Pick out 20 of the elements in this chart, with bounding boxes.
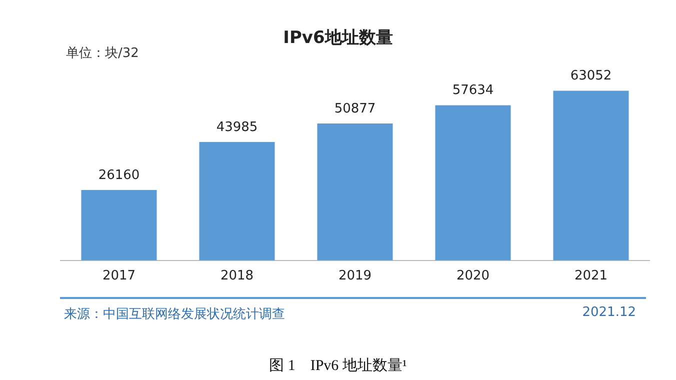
data-label: 57634 — [452, 83, 494, 98]
bar — [553, 90, 629, 260]
x-tick-label: 2020 — [456, 268, 490, 284]
data-label: 43985 — [216, 120, 258, 135]
chart-title: IPv6地址数量 — [283, 28, 393, 48]
bar — [199, 142, 275, 260]
data-label: 50877 — [334, 101, 376, 116]
source-note: 来源：中国互联网络发展状况统计调查 — [64, 306, 285, 323]
caption: 图 1 IPv6 地址数量¹ — [268, 356, 408, 375]
data-label: 26160 — [98, 168, 140, 183]
text: 2021.12 — [582, 305, 636, 320]
x-tick-label: 2018 — [220, 268, 254, 284]
x-tick-label: 2021 — [574, 268, 608, 284]
chart-subtitle: 单位：块/32 — [66, 45, 139, 62]
bar — [81, 190, 157, 260]
x-tick-label: 2017 — [102, 268, 136, 284]
data-label: 63052 — [570, 68, 612, 84]
bar — [317, 123, 393, 260]
x-tick-label: 2019 — [338, 268, 372, 284]
bar — [435, 105, 511, 260]
